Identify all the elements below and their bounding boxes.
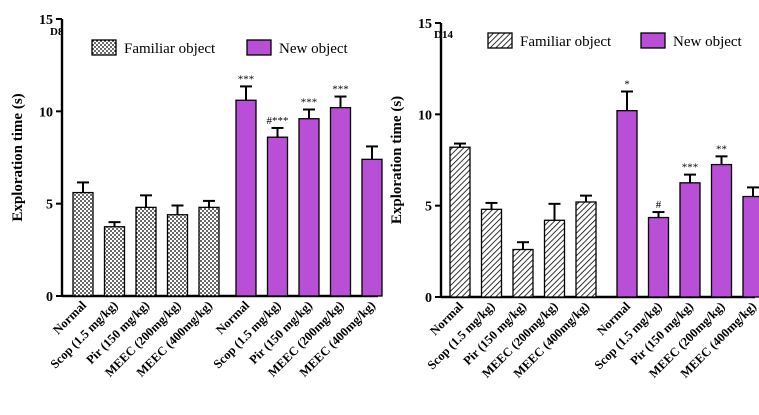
panel-tag: D8 bbox=[50, 26, 64, 38]
y-tick-label: 5 bbox=[425, 200, 432, 215]
bar-new bbox=[710, 163, 733, 298]
significance-mark: *** bbox=[238, 73, 255, 85]
significance-mark: *** bbox=[332, 84, 349, 96]
bar-new bbox=[647, 216, 670, 298]
y-tick-label: 0 bbox=[46, 290, 53, 305]
bar-new bbox=[679, 182, 701, 298]
bar-new bbox=[616, 110, 638, 298]
significance-mark: # bbox=[656, 199, 662, 211]
bar-familiar bbox=[543, 219, 566, 298]
legend-swatch-familiar bbox=[487, 32, 513, 49]
bar-familiar bbox=[103, 226, 126, 297]
legend-label-new: New object bbox=[279, 41, 349, 57]
y-tick-label: 5 bbox=[46, 198, 53, 213]
y-tick-label: 15 bbox=[39, 13, 53, 28]
y-tick-label: 0 bbox=[425, 291, 432, 306]
legend-swatch-familiar bbox=[91, 39, 117, 56]
y-tick-label: 10 bbox=[418, 108, 432, 123]
panel-tag: D14 bbox=[434, 29, 453, 41]
y-tick-label: 15 bbox=[418, 17, 432, 32]
bar-familiar bbox=[72, 191, 94, 297]
legend-swatch-new bbox=[640, 32, 666, 49]
bar-new bbox=[329, 106, 352, 297]
significance-mark: *** bbox=[301, 96, 318, 108]
bar-new bbox=[266, 136, 289, 297]
bar-familiar bbox=[480, 208, 503, 298]
chart-panel-d14: 0 5 10 15 Exploration time (s) D14 Familiar ob… bbox=[389, 17, 759, 381]
significance-mark: ** bbox=[716, 143, 727, 155]
significance-mark: *** bbox=[682, 162, 699, 174]
legend-label-familiar: Familiar object bbox=[124, 41, 216, 57]
bar-familiar bbox=[166, 214, 189, 297]
bar-new bbox=[742, 195, 759, 298]
legend-label-new: New object bbox=[673, 34, 743, 50]
y-axis-label: Exploration time (s) bbox=[10, 93, 26, 221]
bar-familiar bbox=[135, 206, 157, 297]
significance-mark: #*** bbox=[267, 115, 289, 127]
chart-panel-d8: 0 5 10 15 Exploration time (s) D8 Familiar obj… bbox=[10, 13, 383, 380]
bar-familiar bbox=[512, 248, 534, 298]
bar-familiar bbox=[449, 146, 471, 298]
significance-mark: * bbox=[624, 79, 630, 91]
legend-swatch-new bbox=[246, 39, 272, 56]
legend-label-familiar: Familiar object bbox=[520, 34, 612, 50]
y-axis-label: Exploration time (s) bbox=[389, 96, 405, 224]
bar-new bbox=[235, 99, 257, 297]
bar-new bbox=[361, 158, 383, 297]
bar-new bbox=[298, 118, 320, 297]
bar-familiar bbox=[575, 201, 597, 298]
bar-familiar bbox=[198, 206, 220, 297]
y-tick-label: 10 bbox=[39, 105, 53, 120]
